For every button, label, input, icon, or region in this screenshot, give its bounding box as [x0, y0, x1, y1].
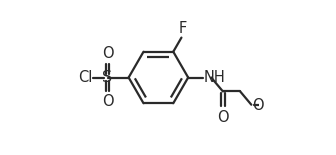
Text: F: F [179, 21, 187, 36]
Text: NH: NH [203, 70, 225, 85]
Text: O: O [102, 94, 113, 109]
Text: Cl: Cl [78, 70, 92, 85]
Text: O: O [217, 111, 229, 126]
Text: S: S [102, 70, 113, 85]
Text: O: O [252, 98, 263, 113]
Text: O: O [102, 46, 113, 61]
